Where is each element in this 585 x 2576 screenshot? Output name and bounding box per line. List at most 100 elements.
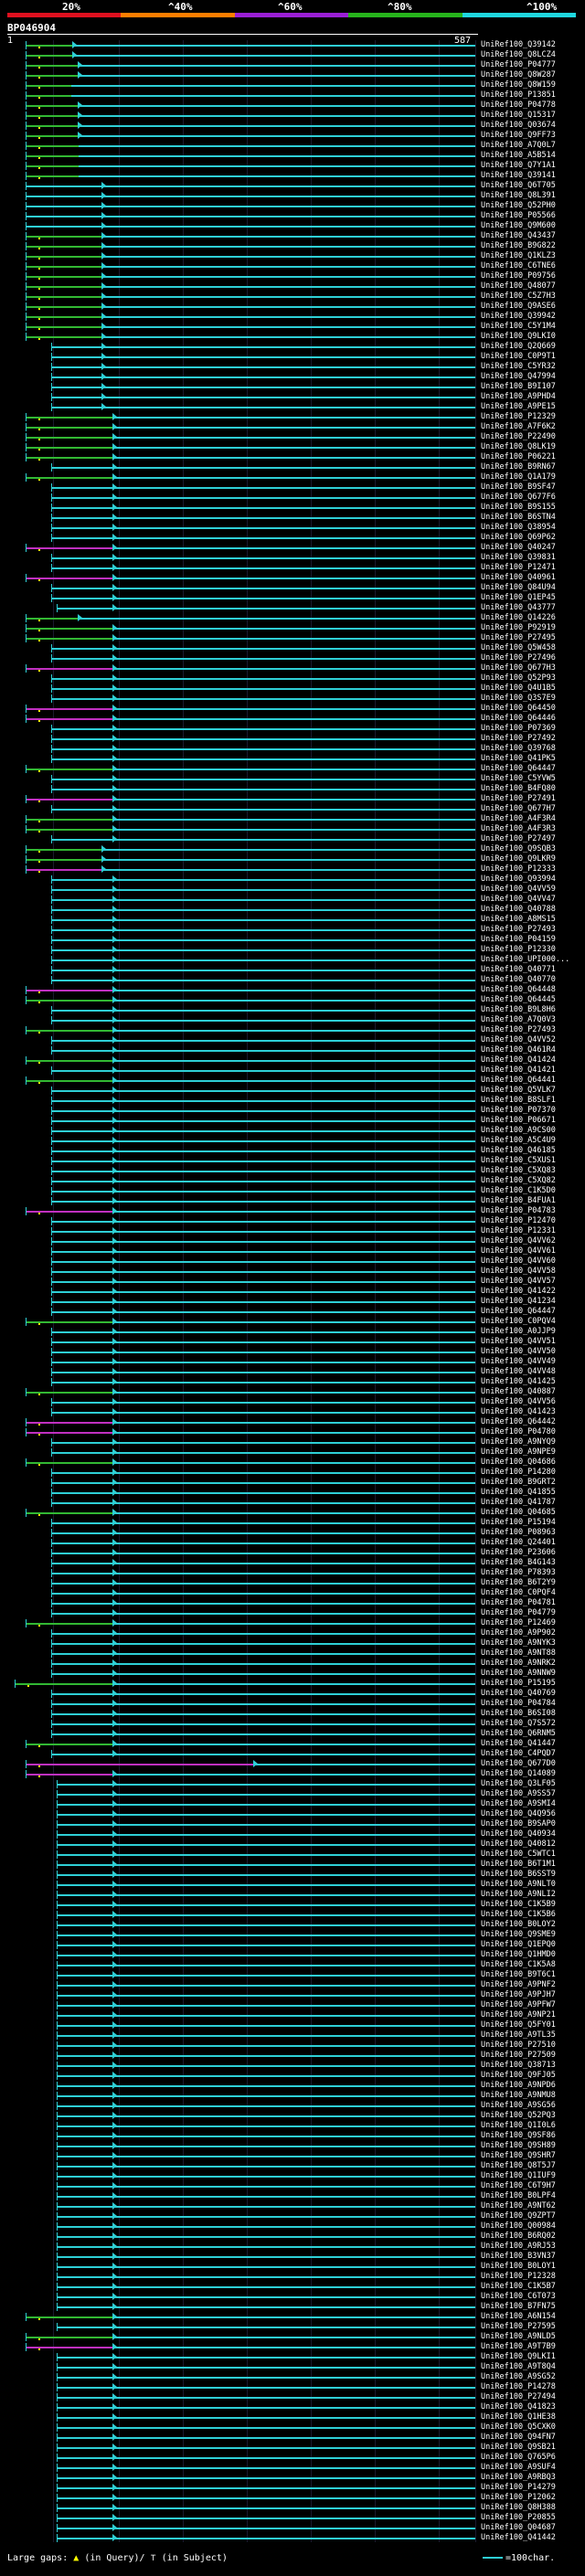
hit-label[interactable]: UniRef100_B0LPF4 <box>481 2191 556 2200</box>
hit-row[interactable]: UniRef100_P23606 <box>0 1548 585 1558</box>
hit-label[interactable]: UniRef100_Q1HMD0 <box>481 1950 556 1959</box>
hit-label[interactable]: UniRef100_A9NNW9 <box>481 1669 556 1678</box>
hit-label[interactable]: UniRef100_Q765P6 <box>481 2453 556 2462</box>
hit-row[interactable]: UniRef100_A9NLT0 <box>0 1880 585 1890</box>
hit-label[interactable]: UniRef100_Q9FJ05 <box>481 2071 556 2080</box>
hit-label[interactable]: UniRef100_Q39142 <box>481 40 556 49</box>
hit-row[interactable]: UniRef100_A0JJP9 <box>0 1327 585 1337</box>
hit-label[interactable]: UniRef100_Q5W458 <box>481 643 556 652</box>
hit-row[interactable]: UniRef100_Q9ZPT7 <box>0 2211 585 2221</box>
hit-row[interactable]: UniRef100_A9P902 <box>0 1628 585 1638</box>
hit-label[interactable]: UniRef100_Q41855 <box>481 1488 556 1497</box>
hit-label[interactable]: UniRef100_Q8H388 <box>481 2503 556 2512</box>
hit-row[interactable]: UniRef100_C5YR32 <box>0 362 585 372</box>
hit-row[interactable]: UniRef100_Q52P93 <box>0 673 585 684</box>
hit-label[interactable]: UniRef100_Q47994 <box>481 372 556 381</box>
hit-row[interactable]: UniRef100_A6N154 <box>0 2312 585 2322</box>
hit-label[interactable]: UniRef100_B6STN4 <box>481 513 556 522</box>
hit-row[interactable]: UniRef100_P27510 <box>0 2041 585 2051</box>
hit-label[interactable]: UniRef100_B9GRT2 <box>481 1478 556 1487</box>
hit-label[interactable]: UniRef100_Q1EP45 <box>481 593 556 602</box>
hit-row[interactable]: UniRef100_C1K5D0 <box>0 1186 585 1196</box>
hit-row[interactable]: UniRef100_Q64450 <box>0 704 585 714</box>
hit-row[interactable]: UniRef100_Q43437 <box>0 231 585 241</box>
hit-label[interactable]: UniRef100_A9T7B9 <box>481 2342 556 2351</box>
hit-label[interactable]: UniRef100_C5XQ82 <box>481 1176 556 1185</box>
hit-row[interactable]: UniRef100_Q46185 <box>0 1146 585 1156</box>
hit-label[interactable]: UniRef100_Q4VV59 <box>481 885 556 894</box>
hit-row[interactable]: UniRef100_Q5CXK0 <box>0 2422 585 2433</box>
hit-label[interactable]: UniRef100_Q2Q669 <box>481 342 556 351</box>
hit-row[interactable]: UniRef100_B9I107 <box>0 382 585 392</box>
hit-row[interactable]: UniRef100_P14278 <box>0 2382 585 2392</box>
hit-label[interactable]: UniRef100_Q5FY01 <box>481 2020 556 2030</box>
hit-row[interactable]: UniRef100_Q64445 <box>0 995 585 1005</box>
hit-row[interactable]: UniRef100_Q40961 <box>0 573 585 583</box>
hit-label[interactable]: UniRef100_Q43777 <box>481 603 556 612</box>
hit-label[interactable]: UniRef100_Q4VV58 <box>481 1267 556 1276</box>
hit-row[interactable]: UniRef100_P04777 <box>0 60 585 70</box>
hit-label[interactable]: UniRef100_P27493 <box>481 1025 556 1034</box>
hit-row[interactable]: UniRef100_A9NMU8 <box>0 2091 585 2101</box>
hit-label[interactable]: UniRef100_Q8LK19 <box>481 442 556 451</box>
hit-row[interactable]: UniRef100_Q9ASE6 <box>0 302 585 312</box>
hit-label[interactable]: UniRef100_Q64450 <box>481 704 556 713</box>
hit-row[interactable]: UniRef100_Q3LF05 <box>0 1779 585 1789</box>
hit-row[interactable]: UniRef100_A9SG56 <box>0 2101 585 2111</box>
hit-label[interactable]: UniRef100_A9NLT0 <box>481 1880 556 1889</box>
hit-row[interactable]: UniRef100_A9NRK2 <box>0 1659 585 1669</box>
hit-label[interactable]: UniRef100_A4F3R4 <box>481 814 556 823</box>
hit-row[interactable]: UniRef100_Q4U1B5 <box>0 684 585 694</box>
hit-label[interactable]: UniRef100_Q5CXK0 <box>481 2422 556 2432</box>
hit-label[interactable]: UniRef100_Q64441 <box>481 1076 556 1085</box>
hit-row[interactable]: UniRef100_P04781 <box>0 1598 585 1608</box>
hit-row[interactable]: UniRef100_P12333 <box>0 864 585 875</box>
hit-row[interactable]: UniRef100_Q677F6 <box>0 493 585 503</box>
hit-label[interactable]: UniRef100_P08963 <box>481 1528 556 1537</box>
query-title[interactable]: BP046904 <box>7 22 56 34</box>
hit-label[interactable]: UniRef100_A5B514 <box>481 151 556 160</box>
hit-row[interactable]: UniRef100_B9SF47 <box>0 482 585 493</box>
hit-label[interactable]: UniRef100_P14280 <box>481 1468 556 1477</box>
hit-label[interactable]: UniRef100_Q41787 <box>481 1498 556 1507</box>
hit-label[interactable]: UniRef100_B9G822 <box>481 241 556 250</box>
hit-label[interactable]: UniRef100_Q40771 <box>481 965 556 974</box>
hit-row[interactable]: UniRef100_Q69P62 <box>0 533 585 543</box>
hit-label[interactable]: UniRef100_B6SST9 <box>481 1870 556 1879</box>
hit-label[interactable]: UniRef100_A7F6K2 <box>481 422 556 431</box>
hit-row[interactable]: UniRef100_Q40771 <box>0 965 585 975</box>
hit-label[interactable]: UniRef100_Q41425 <box>481 1377 556 1386</box>
hit-label[interactable]: UniRef100_A7Q0L7 <box>481 141 556 150</box>
hit-label[interactable]: UniRef100_B4FUA1 <box>481 1196 556 1205</box>
hit-label[interactable]: UniRef100_C0P9T1 <box>481 352 556 361</box>
hit-label[interactable]: UniRef100_P12333 <box>481 864 556 874</box>
hit-label[interactable]: UniRef100_C1K5D0 <box>481 1186 556 1195</box>
hit-label[interactable]: UniRef100_P27497 <box>481 834 556 843</box>
hit-label[interactable]: UniRef100_P14278 <box>481 2382 556 2391</box>
hit-row[interactable]: UniRef100_Q9M600 <box>0 221 585 231</box>
hit-label[interactable]: UniRef100_Q64446 <box>481 714 556 723</box>
hit-row[interactable]: UniRef100_Q4VV56 <box>0 1397 585 1407</box>
hit-label[interactable]: UniRef100_Q00984 <box>481 2221 556 2231</box>
hit-label[interactable]: UniRef100_P13851 <box>481 90 556 100</box>
hit-label[interactable]: UniRef100_P04779 <box>481 1608 556 1617</box>
hit-label[interactable]: UniRef100_P20855 <box>481 2513 556 2522</box>
hit-label[interactable]: UniRef100_Q4Q956 <box>481 1809 556 1818</box>
hit-label[interactable]: UniRef100_A9NYQ9 <box>481 1437 556 1447</box>
hit-row[interactable]: UniRef100_Q24401 <box>0 1538 585 1548</box>
hit-row[interactable]: UniRef100_Q40934 <box>0 1829 585 1839</box>
hit-label[interactable]: UniRef100_P12470 <box>481 1216 556 1225</box>
hit-row[interactable]: UniRef100_B6SI08 <box>0 1709 585 1719</box>
hit-label[interactable]: UniRef100_C6TNE6 <box>481 261 556 270</box>
hit-label[interactable]: UniRef100_Q677F6 <box>481 493 556 502</box>
hit-row[interactable]: UniRef100_B9S155 <box>0 503 585 513</box>
hit-row[interactable]: UniRef100_Q40247 <box>0 543 585 553</box>
hit-label[interactable]: UniRef100_C1K5B6 <box>481 1910 556 1919</box>
hit-label[interactable]: UniRef100_C5YVW5 <box>481 774 556 783</box>
hit-label[interactable]: UniRef100_B6SI08 <box>481 1709 556 1718</box>
hit-row[interactable]: UniRef100_Q4VV48 <box>0 1367 585 1377</box>
hit-row[interactable]: UniRef100_B4G143 <box>0 1558 585 1568</box>
hit-row[interactable]: UniRef100_Q4VV60 <box>0 1256 585 1267</box>
hit-row[interactable]: UniRef100_P06221 <box>0 452 585 462</box>
hit-row[interactable]: UniRef100_Q9SF86 <box>0 2131 585 2141</box>
